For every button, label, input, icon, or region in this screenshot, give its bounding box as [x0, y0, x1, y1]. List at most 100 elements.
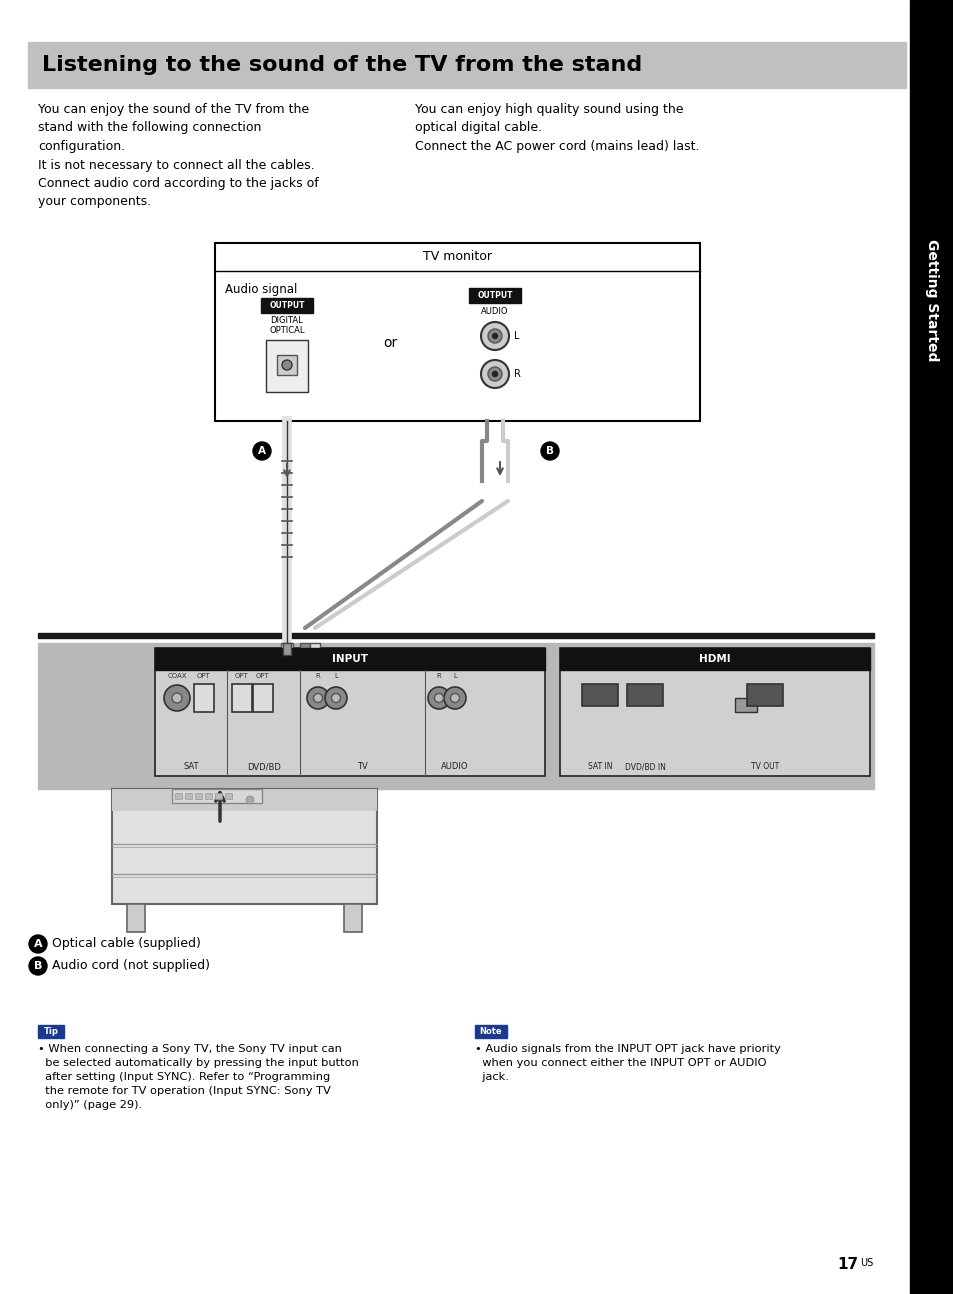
- Bar: [225, 793, 232, 798]
- Text: DVD/BD IN: DVD/BD IN: [624, 762, 665, 771]
- Bar: [112, 789, 376, 905]
- Bar: [559, 648, 869, 670]
- Bar: [38, 643, 873, 789]
- Text: OPT: OPT: [255, 673, 270, 679]
- Bar: [112, 789, 376, 811]
- Circle shape: [164, 685, 190, 710]
- Circle shape: [314, 694, 322, 703]
- Circle shape: [331, 694, 340, 703]
- Text: B: B: [545, 446, 554, 455]
- Text: AUDIO: AUDIO: [480, 307, 508, 316]
- Text: R: R: [315, 673, 320, 679]
- Circle shape: [488, 329, 501, 343]
- Bar: [205, 793, 212, 798]
- Text: Note: Note: [479, 1027, 502, 1036]
- Bar: [626, 685, 662, 707]
- Text: You can enjoy the sound of the TV from the
stand with the following connection
c: You can enjoy the sound of the TV from t…: [38, 104, 318, 208]
- Bar: [734, 697, 757, 712]
- Bar: [154, 648, 544, 776]
- Text: • When connecting a Sony TV, the Sony TV input can
  be selected automatically b: • When connecting a Sony TV, the Sony TV…: [38, 1044, 358, 1110]
- Bar: [38, 633, 873, 638]
- Bar: [299, 643, 310, 661]
- Bar: [344, 905, 361, 932]
- Text: OPT: OPT: [197, 673, 211, 679]
- Text: Audio signal: Audio signal: [225, 283, 297, 296]
- Circle shape: [29, 958, 47, 974]
- Circle shape: [172, 694, 182, 703]
- Bar: [276, 355, 296, 375]
- Bar: [193, 685, 213, 712]
- Text: L: L: [514, 331, 519, 342]
- Text: Tip: Tip: [44, 1027, 58, 1036]
- Text: SAT: SAT: [183, 762, 198, 771]
- Text: OUTPUT: OUTPUT: [269, 302, 304, 311]
- Text: L: L: [334, 673, 337, 679]
- Bar: [232, 685, 252, 712]
- Bar: [475, 1025, 506, 1038]
- Circle shape: [29, 936, 47, 952]
- Text: US: US: [859, 1258, 872, 1268]
- Circle shape: [253, 443, 271, 459]
- Circle shape: [492, 334, 497, 339]
- Bar: [746, 685, 782, 707]
- Circle shape: [450, 694, 459, 703]
- Circle shape: [480, 322, 509, 349]
- Text: 17: 17: [836, 1256, 857, 1272]
- Text: Listening to the sound of the TV from the stand: Listening to the sound of the TV from th…: [42, 56, 641, 75]
- Bar: [127, 905, 145, 932]
- Text: HDMI: HDMI: [699, 653, 730, 664]
- Bar: [253, 685, 273, 712]
- Text: OUTPUT: OUTPUT: [476, 291, 512, 300]
- Circle shape: [282, 360, 292, 370]
- Bar: [283, 643, 291, 655]
- Bar: [559, 648, 869, 776]
- Text: INPUT: INPUT: [332, 653, 368, 664]
- Text: A: A: [33, 939, 42, 949]
- Bar: [154, 648, 544, 670]
- Bar: [310, 643, 319, 661]
- Text: R: R: [436, 673, 441, 679]
- Circle shape: [434, 694, 443, 703]
- Circle shape: [307, 687, 329, 709]
- Text: R: R: [513, 369, 520, 379]
- Text: DIGITAL
OPTICAL: DIGITAL OPTICAL: [269, 316, 304, 335]
- Text: DVD/BD: DVD/BD: [247, 762, 280, 771]
- Circle shape: [492, 371, 497, 377]
- Circle shape: [443, 687, 465, 709]
- Bar: [28, 41, 905, 88]
- Text: OPT: OPT: [234, 673, 249, 679]
- Bar: [174, 793, 182, 798]
- Bar: [214, 793, 222, 798]
- Text: SAT IN: SAT IN: [587, 762, 612, 771]
- Bar: [281, 643, 293, 668]
- Text: Getting Started: Getting Started: [924, 239, 938, 361]
- Circle shape: [540, 443, 558, 459]
- Text: or: or: [382, 336, 396, 349]
- Text: L: L: [453, 673, 456, 679]
- Text: • Audio signals from the INPUT OPT jack have priority
  when you connect either : • Audio signals from the INPUT OPT jack …: [475, 1044, 781, 1082]
- Circle shape: [325, 687, 347, 709]
- Text: Optical cable (supplied): Optical cable (supplied): [52, 937, 201, 951]
- Text: You can enjoy high quality sound using the
optical digital cable.
Connect the AC: You can enjoy high quality sound using t…: [415, 104, 699, 153]
- Bar: [261, 298, 313, 313]
- Circle shape: [480, 360, 509, 388]
- Bar: [909, 0, 953, 1294]
- Text: TV: TV: [356, 762, 367, 771]
- Bar: [194, 793, 202, 798]
- Circle shape: [428, 687, 450, 709]
- Circle shape: [488, 367, 501, 380]
- Bar: [214, 243, 700, 421]
- Text: TV monitor: TV monitor: [422, 251, 492, 264]
- Bar: [581, 685, 618, 707]
- Bar: [172, 789, 262, 804]
- Text: B: B: [33, 961, 42, 970]
- Bar: [38, 1025, 64, 1038]
- Text: AUDIO: AUDIO: [441, 762, 468, 771]
- Text: Audio cord (not supplied): Audio cord (not supplied): [52, 959, 210, 973]
- Bar: [266, 340, 308, 392]
- Text: A: A: [257, 446, 266, 455]
- Bar: [469, 289, 520, 303]
- Text: TV OUT: TV OUT: [750, 762, 779, 771]
- Circle shape: [246, 796, 253, 804]
- Bar: [185, 793, 192, 798]
